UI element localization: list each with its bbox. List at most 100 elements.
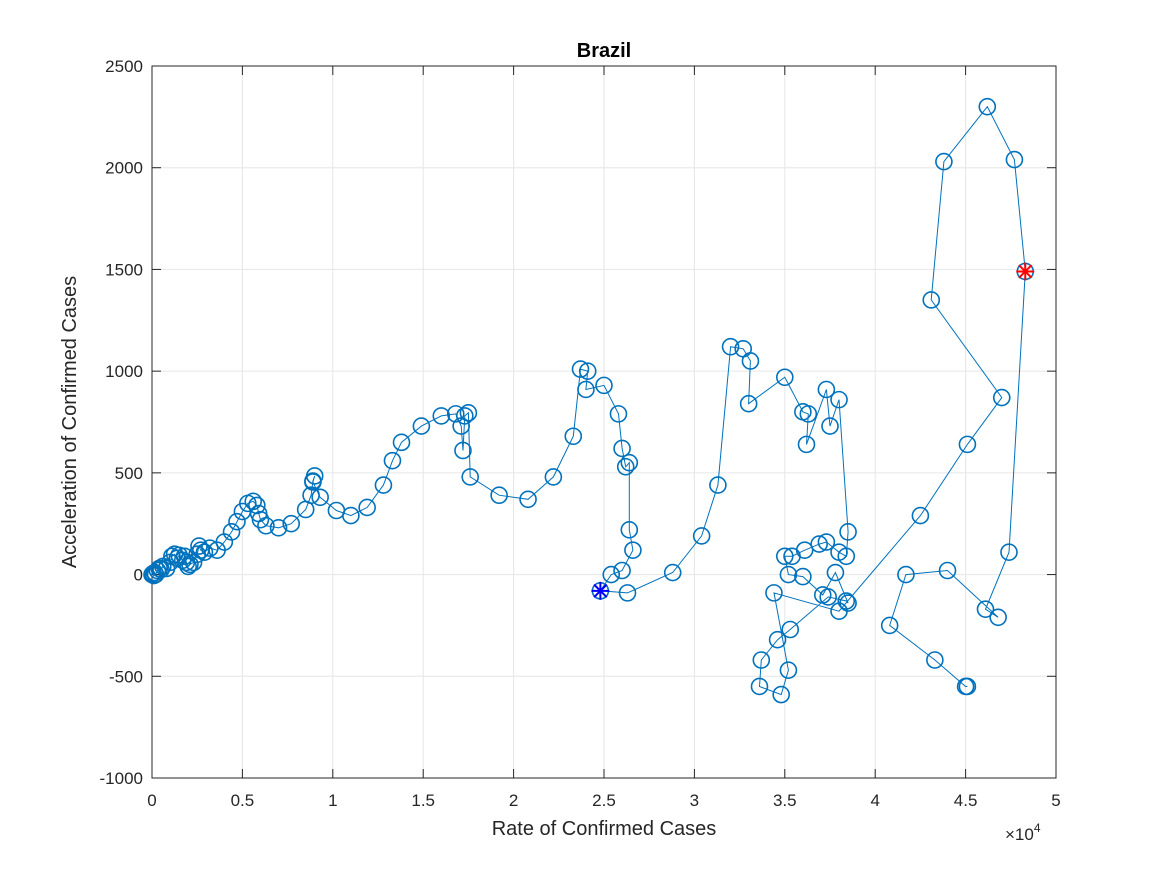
x-tick-label: 2 — [509, 791, 518, 810]
data-point — [613, 439, 631, 458]
x-tick-label: 4.5 — [954, 791, 978, 810]
data-point — [222, 523, 241, 541]
data-point — [926, 651, 944, 669]
data-point — [781, 620, 800, 639]
y-tick-label: 1500 — [105, 260, 143, 279]
y-axis-label: Acceleration of Confirmed Cases — [59, 276, 81, 568]
x-tick-label: 5 — [1051, 791, 1060, 810]
data-point — [616, 457, 635, 476]
data-point — [304, 473, 322, 491]
data-point — [779, 661, 798, 679]
data-point — [810, 535, 828, 553]
end-point-marker-stroke — [1018, 264, 1033, 279]
y-tick-label: 500 — [115, 464, 143, 483]
data-point — [709, 476, 727, 494]
data-point — [765, 584, 783, 602]
data-point — [578, 362, 597, 380]
data-point — [454, 441, 472, 460]
data-point — [741, 352, 760, 370]
data-point — [775, 547, 794, 566]
data-point — [490, 486, 508, 505]
data-point — [1005, 150, 1024, 169]
data-point — [452, 417, 470, 435]
data-point — [775, 368, 794, 387]
y-tick-label: 0 — [134, 566, 143, 585]
data-point — [752, 651, 771, 669]
data-point — [618, 584, 637, 602]
data-point — [821, 417, 839, 435]
data-point — [958, 435, 977, 454]
data-point — [195, 543, 214, 561]
data-point — [152, 560, 170, 579]
data-point — [958, 677, 977, 696]
data-point — [257, 516, 275, 535]
data-point — [797, 435, 816, 454]
data-point — [244, 492, 263, 511]
data-point — [817, 380, 836, 399]
data-point — [461, 468, 480, 486]
data-point — [620, 521, 639, 539]
data-point — [830, 543, 848, 561]
data-point — [544, 468, 563, 486]
x-tick-label: 3 — [690, 791, 699, 810]
data-point — [826, 563, 845, 582]
data-point — [772, 685, 790, 704]
data-point — [228, 512, 246, 531]
y-tick-label: -500 — [109, 667, 143, 686]
x-tick-label: 0 — [147, 791, 156, 810]
data-point — [613, 561, 631, 580]
data-point — [459, 404, 478, 422]
data-point — [302, 486, 320, 505]
data-point — [392, 433, 411, 452]
data-point — [989, 608, 1007, 627]
data-point — [938, 561, 957, 580]
data-point — [768, 630, 787, 649]
data-point — [383, 451, 402, 470]
data-point — [992, 388, 1011, 407]
data-point — [374, 476, 393, 494]
data-point — [624, 541, 642, 559]
data-point — [609, 405, 628, 423]
data-point — [911, 506, 930, 525]
y-tick-label: 2000 — [105, 159, 143, 178]
data-point — [150, 559, 169, 578]
data-point — [251, 510, 270, 529]
data-point — [1000, 543, 1018, 561]
x-axis-exponent-base: ×10 — [1005, 825, 1034, 844]
chart-title: Brazil — [577, 40, 631, 62]
x-tick-label: 1 — [328, 791, 337, 810]
x-tick-label: 1.5 — [411, 791, 435, 810]
data-point — [282, 514, 301, 533]
data-point — [663, 563, 682, 582]
data-point — [248, 496, 266, 515]
x-axis-label: Rate of Confirmed Cases — [492, 818, 717, 840]
start-point-marker — [591, 581, 610, 600]
data-point — [779, 565, 798, 584]
data-point — [595, 376, 613, 395]
data-point — [721, 337, 740, 356]
data-point — [897, 565, 915, 584]
data-point — [577, 380, 595, 399]
y-tick-label: 1000 — [105, 362, 143, 381]
data-point — [830, 602, 848, 620]
data-point — [935, 152, 953, 171]
end-point-marker — [1016, 262, 1035, 281]
data-point — [794, 567, 812, 586]
data-point — [799, 405, 818, 423]
data-point — [978, 97, 997, 116]
data-point — [571, 360, 590, 378]
x-tick-label: 4 — [870, 791, 879, 810]
y-tick-label: -1000 — [100, 769, 143, 788]
data-point — [819, 588, 837, 606]
data-point — [412, 417, 431, 435]
data-point — [455, 407, 474, 425]
data-point — [750, 677, 769, 696]
data-point — [922, 291, 941, 309]
y-tick-label: 2500 — [105, 57, 143, 76]
data-point — [783, 547, 801, 566]
data-point — [839, 523, 857, 541]
data-point — [179, 557, 197, 576]
data-point — [519, 490, 537, 509]
series-layer — [143, 97, 1035, 704]
